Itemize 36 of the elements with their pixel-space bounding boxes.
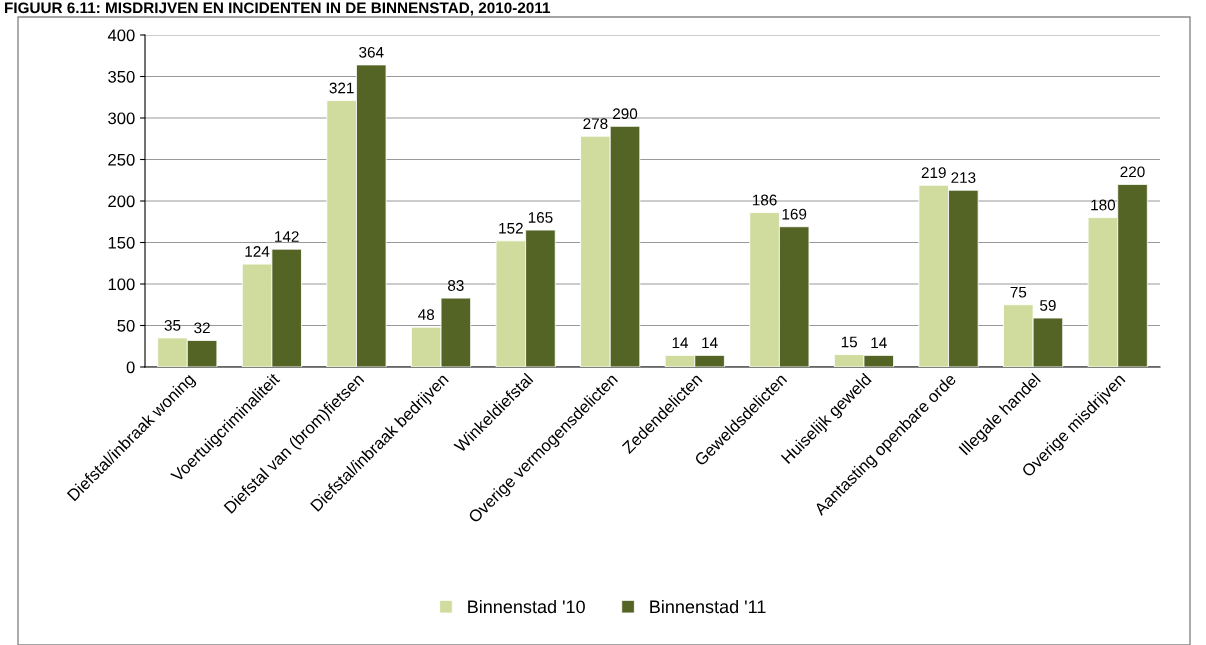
y-tick-label: 250 bbox=[108, 153, 135, 166]
legend-label: Binnenstad '11 bbox=[650, 599, 766, 614]
legend-label: Binnenstad '10 bbox=[468, 599, 585, 614]
data-label: 364 bbox=[359, 46, 384, 58]
y-tick-label: 50 bbox=[117, 319, 135, 332]
data-label: 59 bbox=[1040, 300, 1056, 311]
data-label: 219 bbox=[921, 167, 946, 179]
y-tick-label: 0 bbox=[126, 361, 135, 374]
data-label: 180 bbox=[1091, 199, 1116, 211]
data-label: 321 bbox=[329, 82, 354, 94]
data-label: 75 bbox=[1010, 286, 1027, 298]
data-label: 14 bbox=[702, 337, 718, 349]
data-label: 35 bbox=[164, 319, 181, 331]
y-tick-label: 300 bbox=[108, 112, 135, 125]
data-label: 186 bbox=[752, 194, 777, 206]
y-tick-label: 400 bbox=[107, 29, 135, 42]
y-tick-label: 350 bbox=[108, 70, 135, 83]
data-label: 14 bbox=[871, 337, 887, 349]
y-tick-label: 100 bbox=[108, 278, 135, 291]
y-tick-label: 200 bbox=[108, 195, 135, 208]
data-label: 83 bbox=[448, 280, 464, 291]
data-label: 142 bbox=[275, 231, 299, 242]
data-label: 32 bbox=[194, 322, 210, 334]
y-tick-label: 150 bbox=[108, 236, 135, 249]
data-label: 278 bbox=[583, 118, 608, 130]
data-label: 220 bbox=[1120, 166, 1145, 178]
data-label: 48 bbox=[418, 309, 435, 320]
chart-title: FIGUUR 6.11: MISDRIJVEN EN INCIDENTEN IN DE BINNENSTAD, 2010-2011 bbox=[5, 2, 551, 16]
data-label: 15 bbox=[841, 336, 858, 348]
data-label: 290 bbox=[613, 108, 638, 120]
data-label: 124 bbox=[245, 246, 270, 257]
data-label: 14 bbox=[672, 337, 689, 349]
data-label: 169 bbox=[782, 208, 807, 220]
data-label: 213 bbox=[951, 172, 976, 184]
data-label: 152 bbox=[499, 222, 523, 234]
data-label: 165 bbox=[528, 212, 553, 223]
